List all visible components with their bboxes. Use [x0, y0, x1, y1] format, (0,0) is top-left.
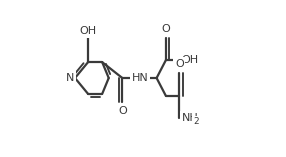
- Text: OH: OH: [80, 26, 97, 36]
- Text: O: O: [175, 59, 184, 69]
- Text: O: O: [118, 106, 127, 116]
- Text: OH: OH: [182, 55, 199, 65]
- Text: O: O: [162, 24, 170, 34]
- Text: 2: 2: [193, 117, 198, 126]
- Text: NH: NH: [182, 113, 198, 123]
- Text: NH: NH: [182, 113, 198, 123]
- Text: N: N: [65, 73, 74, 83]
- Text: HN: HN: [132, 73, 149, 83]
